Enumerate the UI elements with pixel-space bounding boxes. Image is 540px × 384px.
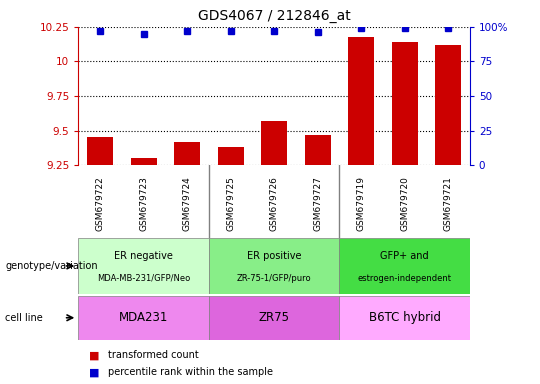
Bar bbox=[218, 147, 244, 165]
Text: ER positive: ER positive bbox=[247, 251, 301, 261]
Text: GSM679727: GSM679727 bbox=[313, 176, 322, 231]
Text: transformed count: transformed count bbox=[108, 350, 199, 360]
Text: ZR-75-1/GFP/puro: ZR-75-1/GFP/puro bbox=[237, 274, 312, 283]
Text: ZR75: ZR75 bbox=[259, 311, 289, 324]
Bar bbox=[131, 158, 157, 165]
Text: percentile rank within the sample: percentile rank within the sample bbox=[108, 367, 273, 377]
Bar bbox=[78, 238, 209, 294]
Bar bbox=[348, 36, 374, 165]
Text: MDA231: MDA231 bbox=[119, 311, 168, 324]
Bar bbox=[261, 121, 287, 165]
Bar bbox=[435, 45, 461, 165]
Text: GFP+ and: GFP+ and bbox=[380, 251, 429, 261]
Text: ER negative: ER negative bbox=[114, 251, 173, 261]
Bar bbox=[339, 238, 470, 294]
Text: genotype/variation: genotype/variation bbox=[5, 261, 98, 271]
Text: GSM679719: GSM679719 bbox=[356, 176, 366, 231]
Text: ■: ■ bbox=[89, 367, 99, 377]
Text: MDA-MB-231/GFP/Neo: MDA-MB-231/GFP/Neo bbox=[97, 274, 190, 283]
Bar bbox=[339, 296, 470, 340]
Text: GSM679726: GSM679726 bbox=[269, 176, 279, 231]
Text: GSM679724: GSM679724 bbox=[183, 176, 192, 231]
Text: GSM679723: GSM679723 bbox=[139, 176, 148, 231]
Text: B6TC hybrid: B6TC hybrid bbox=[368, 311, 441, 324]
Title: GDS4067 / 212846_at: GDS4067 / 212846_at bbox=[198, 9, 350, 23]
Text: ■: ■ bbox=[89, 350, 99, 360]
Bar bbox=[209, 296, 339, 340]
Bar bbox=[209, 238, 339, 294]
Bar bbox=[305, 135, 330, 165]
Text: GSM679720: GSM679720 bbox=[400, 176, 409, 231]
Text: GSM679722: GSM679722 bbox=[96, 176, 105, 231]
Text: cell line: cell line bbox=[5, 313, 43, 323]
Bar bbox=[87, 137, 113, 165]
Bar bbox=[78, 296, 209, 340]
Bar bbox=[392, 42, 417, 165]
Text: estrogen-independent: estrogen-independent bbox=[357, 274, 451, 283]
Text: GSM679725: GSM679725 bbox=[226, 176, 235, 231]
Text: GSM679721: GSM679721 bbox=[443, 176, 453, 231]
Bar bbox=[174, 142, 200, 165]
